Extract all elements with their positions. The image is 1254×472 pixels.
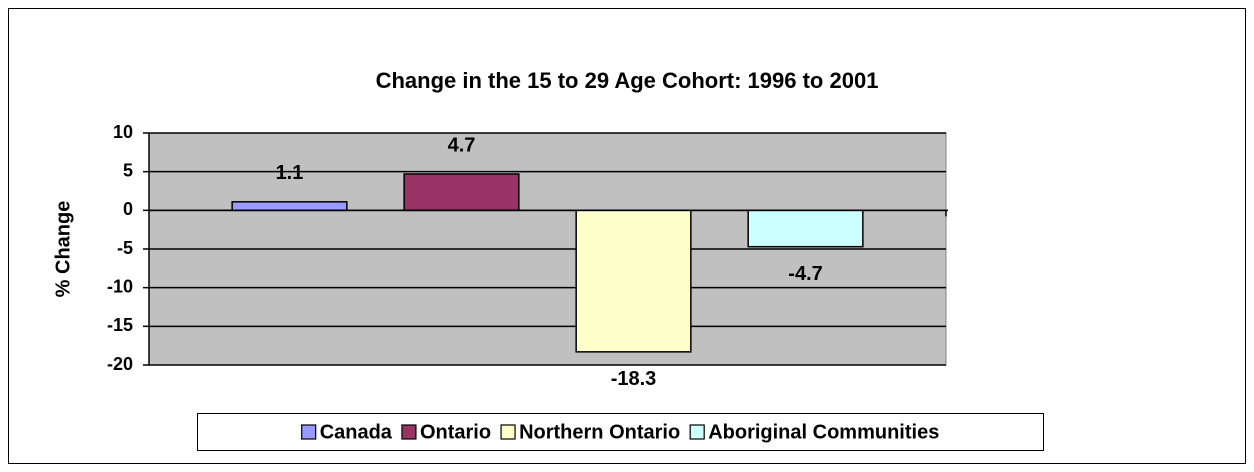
legend-swatch (689, 424, 705, 440)
y-tick-label: 0 (123, 199, 133, 219)
y-tick-label: 10 (113, 122, 133, 142)
legend-label: Aboriginal Communities (708, 421, 939, 443)
bar (747, 209, 864, 248)
y-tick-label: 5 (123, 160, 133, 180)
y-tick-label: -15 (107, 315, 133, 335)
legend-label: Northern Ontario (519, 421, 680, 443)
legend-swatch (301, 424, 317, 440)
legend-swatch (500, 424, 516, 440)
bar (403, 173, 520, 212)
chart-title: Change in the 15 to 29 Age Cohort: 1996 … (376, 68, 879, 93)
bar (231, 201, 348, 212)
data-label: 4.7 (448, 134, 476, 156)
legend-swatch (401, 424, 417, 440)
y-tick-label: -10 (107, 276, 133, 296)
legend-box (197, 413, 1044, 451)
legend-label: Ontario (420, 421, 491, 443)
y-tick-label: -5 (117, 238, 133, 258)
data-label: -4.7 (788, 263, 822, 285)
data-label: -18.3 (611, 368, 657, 390)
y-axis-label: % Change (52, 201, 74, 298)
bar (575, 209, 692, 353)
y-tick-label: -20 (107, 354, 133, 374)
data-label: 1.1 (276, 162, 304, 184)
legend-label: Canada (320, 421, 393, 443)
